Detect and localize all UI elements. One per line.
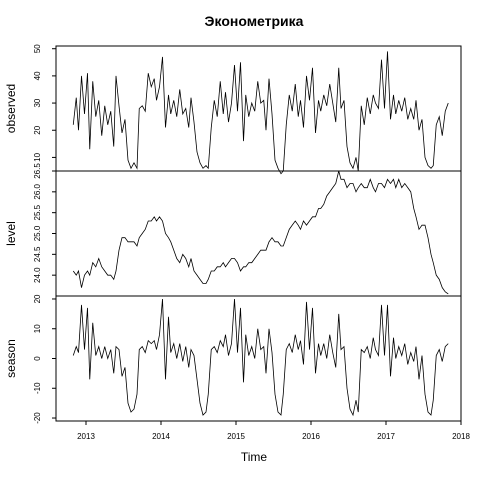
x-tick-label: 2016 [302,432,320,441]
y-tick-label: 50 [33,44,42,53]
panel-ylabel: level [4,221,18,246]
x-axis: 2013 2014 2015 2016 2017 2018 [77,421,470,441]
chart-title: Эконометрика [205,13,304,29]
y-tick-label: 20 [33,294,42,303]
y-tick-label: 25.0 [33,225,42,241]
x-tick-label: 2017 [377,432,395,441]
x-axis-label: Time [241,450,268,464]
panel-observed: observed 10 20 30 40 50 [4,44,462,175]
y-tick-label: 40 [33,71,42,80]
panels-group: observed 10 20 30 40 50 level 24.0 24.5 25.0 25.5 2… [4,44,462,424]
y-tick-label: -20 [33,412,42,424]
panel-frame [55,45,462,172]
series-line-observed [72,51,449,175]
panel-ylabel: season [4,339,18,378]
y-tick-label: 0 [33,356,42,361]
panel-frame [55,170,462,297]
panel-ylabel: observed [4,84,18,133]
y-tick-label: 10 [33,152,42,161]
x-tick-label: 2015 [227,432,245,441]
y-tick-label: 24.5 [33,246,42,262]
panel-level: level 24.0 24.5 25.0 25.5 26.0 26.5 [4,163,462,297]
y-tick-label: 26.5 [33,163,42,179]
y-tick-label: 10 [33,324,42,333]
y-tick-label: 24.0 [33,267,42,283]
x-tick-label: 2018 [452,432,470,441]
y-tick-label: 26.0 [33,184,42,200]
y-tick-label: 25.5 [33,204,42,220]
x-tick-label: 2013 [77,432,95,441]
x-tick-label: 2014 [152,432,170,441]
panel-frame [55,295,462,422]
y-tick-label: 30 [33,98,42,107]
series-line-season [72,298,449,417]
series-line-level [72,170,449,295]
y-tick-label: 20 [33,125,42,134]
y-tick-label: -10 [33,382,42,394]
panel-season: season -20 -10 0 10 20 [4,294,462,424]
